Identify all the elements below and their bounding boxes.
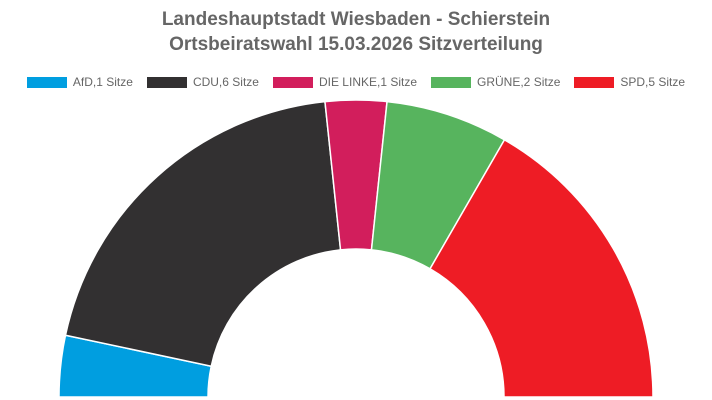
segment-cdu[interactable]: [64, 100, 342, 368]
legend-label: SPD,5 Sitze: [620, 75, 686, 89]
legend-swatch: [146, 76, 187, 88]
chart-title-line-2: Ortsbeiratswahl 15.03.2026 Sitzverteilun…: [169, 34, 543, 55]
legend: AfD,1 Sitze CDU,6 Sitze DIE LINKE,1 Sitze G…: [0, 75, 712, 89]
legend-swatch: [431, 76, 472, 88]
legend-item-grüne[interactable]: GRÜNE,2 Sitze: [431, 75, 560, 89]
legend-item-die-linke[interactable]: DIE LINKE,1 Sitze: [272, 75, 418, 89]
legend-swatch: [272, 76, 313, 88]
legend-label: GRÜNE,2 Sitze: [477, 75, 561, 89]
legend-label: AfD,1 Sitze: [72, 75, 133, 89]
legend-label: DIE LINKE,1 Sitze: [318, 75, 418, 89]
legend-swatch: [26, 76, 67, 88]
legend-label: CDU,6 Sitze: [192, 75, 259, 89]
legend-item-afd[interactable]: AfD,1 Sitze: [26, 75, 133, 89]
legend-item-cdu[interactable]: CDU,6 Sitze: [146, 75, 259, 89]
legend-swatch: [574, 76, 615, 88]
segment-spd[interactable]: [428, 138, 654, 398]
legend-item-spd[interactable]: SPD,5 Sitze: [574, 75, 685, 89]
chart-title-line-1: Landeshauptstadt Wiesbaden - Schierstein: [161, 9, 551, 30]
